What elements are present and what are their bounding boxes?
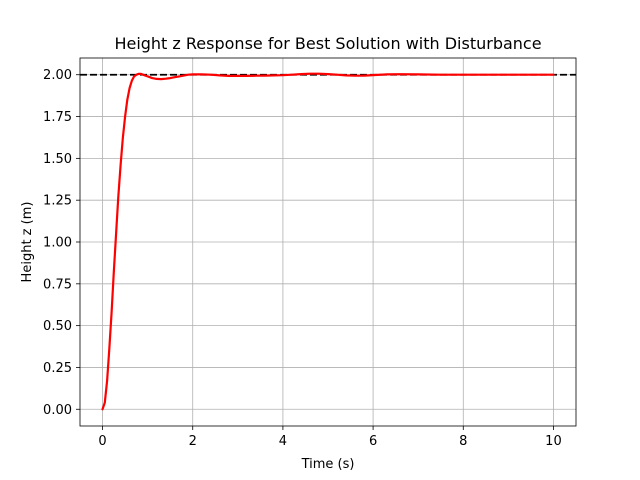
y-tick-label: 0.75 [43,277,72,292]
y-tick-label: 1.50 [43,152,72,167]
x-tick-label: 2 [189,434,197,449]
x-axis-label: Time (s) [301,457,355,472]
y-tick-label: 1.00 [43,236,72,251]
y-tick-label: 0.25 [43,361,72,376]
y-axis-label: Height z (m) [20,202,35,283]
axis-ticks: 0 2 4 6 8 10 0.00 0.25 0.50 0.75 1.00 1.25 1.50 1.75 2… [43,68,562,449]
x-tick-label: 10 [545,434,562,449]
series-layer [101,72,555,411]
x-tick-label: 0 [98,434,106,449]
height-response-line [101,72,555,411]
y-tick-label: 1.75 [43,110,72,125]
grid-lines [80,58,576,426]
y-tick-label: 2.00 [43,68,72,83]
chart-title: Height z Response for Best Solution with… [114,34,541,53]
y-tick-label: 0.50 [43,319,72,334]
x-tick-label: 8 [459,434,467,449]
x-tick-label: 4 [279,434,287,449]
y-tick-label: 0.00 [43,403,72,418]
y-tick-label: 1.25 [43,194,72,209]
x-tick-label: 6 [369,434,377,449]
